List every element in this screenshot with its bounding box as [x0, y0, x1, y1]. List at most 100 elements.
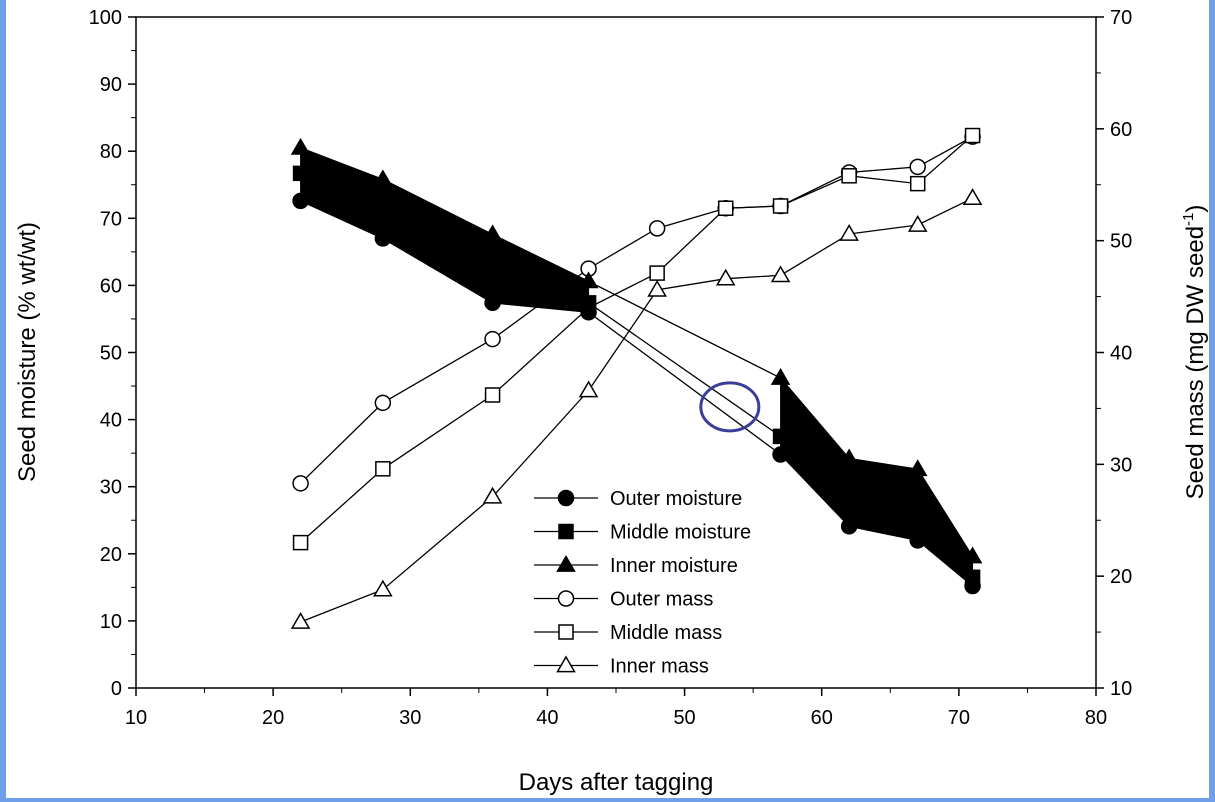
legend-marker — [556, 555, 576, 572]
data-point — [770, 368, 791, 385]
legend-label: Middle moisture — [610, 522, 751, 544]
data-point — [909, 532, 926, 549]
data-point — [292, 534, 309, 551]
data-point — [839, 448, 859, 466]
legend-item: Inner mass — [534, 656, 709, 678]
legend-marker — [558, 624, 574, 640]
legend-label: Inner mass — [610, 656, 709, 678]
series-line — [300, 200, 973, 587]
y-right-tick-label: 50 — [1110, 231, 1132, 253]
y-left-tick-label: 100 — [89, 7, 122, 29]
series-outer-mass — [292, 128, 981, 492]
y-left-tick-label: 70 — [100, 208, 122, 230]
data-point — [484, 330, 501, 348]
legend-item: Middle mass — [534, 622, 722, 644]
series-inner-moisture — [290, 137, 983, 564]
moisture-band-late — [780, 376, 974, 588]
legend-label: Outer mass — [610, 589, 713, 611]
y-right-tick-label: 70 — [1110, 7, 1132, 29]
data-point — [373, 169, 393, 187]
y-left-tick-label: 60 — [100, 275, 122, 297]
data-point — [290, 137, 311, 155]
data-point — [484, 264, 501, 280]
data-point — [648, 220, 666, 237]
x-tick-label: 70 — [948, 707, 970, 729]
annotation-layer — [699, 381, 761, 433]
data-point — [484, 387, 501, 403]
data-point — [841, 490, 857, 506]
data-point — [772, 446, 789, 463]
y-right-tick-label: 20 — [1110, 566, 1132, 588]
legend-item: Middle moisture — [534, 522, 751, 544]
series-middle-moisture — [292, 165, 981, 586]
x-axis-label: Days after tagging — [519, 769, 714, 796]
legend-marker — [558, 523, 574, 540]
legend-item: Inner moisture — [534, 555, 738, 577]
data-point — [717, 200, 734, 216]
data-point — [374, 394, 392, 412]
legend-item: Outer mass — [534, 589, 713, 611]
legend-label: Middle mass — [610, 622, 722, 644]
moisture-band-early — [300, 147, 590, 313]
y-axis-right-label-sup: -1 — [1180, 213, 1197, 226]
data-point — [772, 428, 789, 445]
y-left-tick-label: 10 — [100, 611, 122, 633]
data-point — [292, 475, 309, 492]
data-point — [840, 518, 858, 535]
data-point — [373, 579, 393, 597]
data-point — [580, 295, 597, 311]
data-point — [290, 612, 311, 629]
y-left-tick-label: 40 — [100, 410, 122, 432]
series-line — [300, 172, 974, 578]
y-left-tick-label: 80 — [100, 141, 122, 163]
data-point — [962, 188, 983, 206]
data-point — [374, 230, 392, 247]
y-axis-right-label: Seed mass (mg DW seed-1) — [1180, 205, 1209, 500]
data-point — [909, 509, 926, 525]
data-point — [770, 265, 791, 283]
y-left-tick-label: 50 — [100, 343, 122, 365]
y-axis-right-label-base: Seed mass (mg DW seed — [1182, 226, 1209, 499]
data-point — [292, 165, 309, 182]
y-right-tick-label: 60 — [1110, 119, 1132, 141]
data-point — [375, 461, 391, 477]
series-inner-mass — [290, 188, 983, 629]
data-point — [964, 127, 981, 144]
data-point — [375, 199, 391, 216]
legend: Outer moisture Middle moisture Inner moist… — [534, 488, 751, 678]
y-left-tick-label: 0 — [111, 678, 122, 700]
y-right-tick-label: 10 — [1110, 678, 1132, 700]
x-tick-label: 40 — [536, 707, 558, 729]
legend-label: Outer moisture — [610, 488, 742, 510]
annotation-ellipse — [699, 381, 761, 433]
data-point — [962, 546, 983, 564]
plot-area-border — [135, 16, 1097, 689]
legend-marker — [557, 590, 575, 607]
legend-item: Outer moisture — [534, 488, 742, 510]
data-point — [907, 215, 928, 232]
data-point — [647, 279, 667, 297]
moisture-band-fills — [300, 147, 974, 588]
x-tick-label: 80 — [1085, 707, 1107, 729]
data-point — [772, 198, 789, 214]
legend-marker — [557, 489, 575, 507]
y-right-tick-label: 30 — [1110, 454, 1132, 476]
data-point — [841, 168, 857, 184]
data-point — [482, 486, 503, 504]
legend-marker — [556, 655, 576, 673]
data-point — [649, 265, 665, 281]
data-point — [484, 294, 501, 312]
x-tick-label: 30 — [399, 707, 421, 729]
data-point — [292, 192, 309, 210]
y-left-tick-label: 90 — [100, 74, 122, 96]
data-point — [907, 459, 928, 477]
series-line — [300, 147, 974, 557]
x-tick-label: 20 — [262, 707, 284, 729]
y-axis-right-label-tail: ) — [1182, 205, 1209, 213]
y-left-tick-label: 20 — [100, 544, 122, 566]
y-left-tick-label: 30 — [100, 477, 122, 499]
y-right-tick-label: 40 — [1110, 343, 1132, 365]
data-point — [909, 158, 926, 176]
